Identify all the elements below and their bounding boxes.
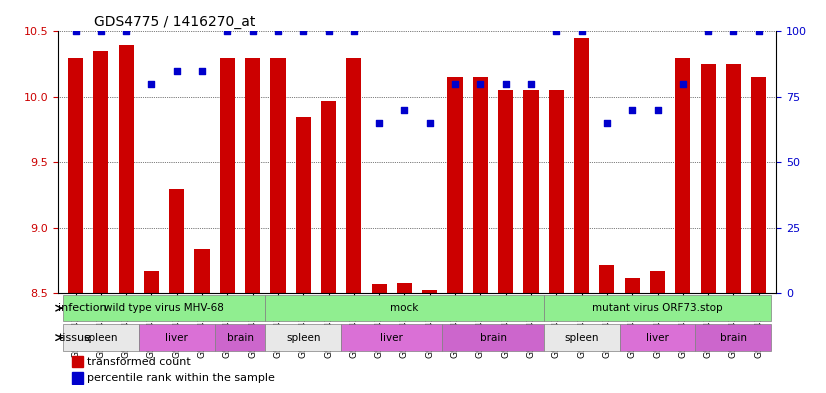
Point xyxy=(423,120,436,126)
FancyBboxPatch shape xyxy=(620,324,695,351)
FancyBboxPatch shape xyxy=(544,324,620,351)
Point xyxy=(373,120,386,126)
Bar xyxy=(194,249,210,294)
Bar xyxy=(220,58,235,294)
Point xyxy=(170,68,183,74)
FancyBboxPatch shape xyxy=(265,295,544,321)
Bar xyxy=(144,271,159,294)
FancyBboxPatch shape xyxy=(215,324,265,351)
Text: wild type virus MHV-68: wild type virus MHV-68 xyxy=(104,303,224,313)
Point xyxy=(246,28,259,35)
Bar xyxy=(700,64,715,294)
Bar xyxy=(68,58,83,294)
Point xyxy=(297,28,310,35)
FancyBboxPatch shape xyxy=(443,324,544,351)
Bar xyxy=(119,44,134,294)
Point xyxy=(727,28,740,35)
Bar xyxy=(321,101,336,294)
Text: spleen: spleen xyxy=(83,332,118,343)
Bar xyxy=(548,90,564,294)
Text: transformed count: transformed count xyxy=(87,356,190,367)
Bar xyxy=(296,117,311,294)
Bar xyxy=(751,77,767,294)
Bar xyxy=(245,58,260,294)
Point xyxy=(701,28,714,35)
FancyBboxPatch shape xyxy=(695,324,771,351)
Text: liver: liver xyxy=(646,332,669,343)
Point xyxy=(120,28,133,35)
Text: liver: liver xyxy=(165,332,188,343)
Bar xyxy=(448,77,463,294)
Point xyxy=(272,28,285,35)
Point xyxy=(94,28,107,35)
Point xyxy=(625,107,638,113)
FancyBboxPatch shape xyxy=(139,324,215,351)
Text: brain: brain xyxy=(480,332,506,343)
Point xyxy=(474,81,487,87)
Point xyxy=(196,68,209,74)
Bar xyxy=(726,64,741,294)
Bar xyxy=(270,58,286,294)
Bar xyxy=(600,264,615,294)
Bar xyxy=(372,284,387,294)
Point xyxy=(347,28,360,35)
Point xyxy=(499,81,512,87)
Point xyxy=(69,28,82,35)
Text: spleen: spleen xyxy=(286,332,320,343)
FancyBboxPatch shape xyxy=(265,324,341,351)
Point xyxy=(398,107,411,113)
Bar xyxy=(624,278,640,294)
Text: GDS4775 / 1416270_at: GDS4775 / 1416270_at xyxy=(94,15,255,29)
Bar xyxy=(422,290,438,294)
Bar xyxy=(72,372,83,384)
Point xyxy=(549,28,563,35)
Point xyxy=(145,81,158,87)
Bar xyxy=(396,283,412,294)
Text: brain: brain xyxy=(226,332,254,343)
Point xyxy=(676,81,690,87)
Text: spleen: spleen xyxy=(564,332,599,343)
Bar xyxy=(472,77,488,294)
FancyBboxPatch shape xyxy=(341,324,443,351)
Text: tissue: tissue xyxy=(59,332,92,343)
Bar xyxy=(169,189,184,294)
Text: brain: brain xyxy=(720,332,747,343)
FancyBboxPatch shape xyxy=(63,324,139,351)
Point xyxy=(651,107,664,113)
Text: percentile rank within the sample: percentile rank within the sample xyxy=(87,373,274,383)
Point xyxy=(449,81,462,87)
FancyBboxPatch shape xyxy=(544,295,771,321)
Bar xyxy=(72,356,83,367)
Bar xyxy=(574,38,589,294)
Text: liver: liver xyxy=(381,332,403,343)
Bar xyxy=(650,271,665,294)
Bar xyxy=(498,90,513,294)
Point xyxy=(221,28,234,35)
Point xyxy=(575,28,588,35)
FancyBboxPatch shape xyxy=(63,295,265,321)
Point xyxy=(322,28,335,35)
Text: mutant virus ORF73.stop: mutant virus ORF73.stop xyxy=(592,303,723,313)
Point xyxy=(752,28,766,35)
Bar xyxy=(524,90,539,294)
Point xyxy=(601,120,614,126)
Text: infection: infection xyxy=(59,303,107,313)
Bar xyxy=(93,51,108,294)
Bar xyxy=(675,58,691,294)
Point xyxy=(525,81,538,87)
Bar xyxy=(346,58,362,294)
Text: mock: mock xyxy=(391,303,419,313)
